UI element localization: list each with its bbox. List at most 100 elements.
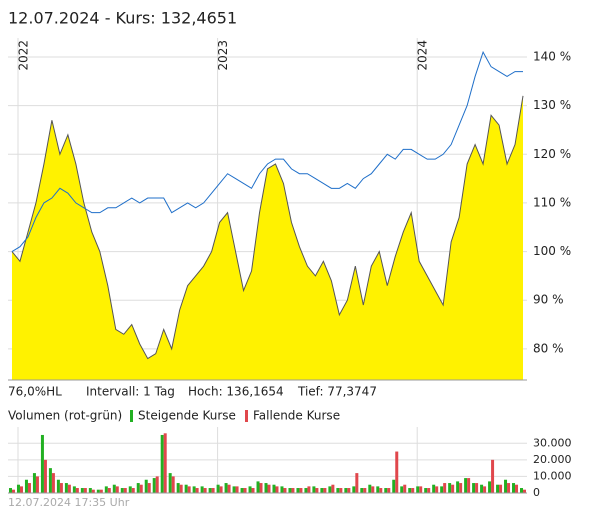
legend-swatch — [130, 410, 133, 422]
volume-bar — [475, 483, 479, 493]
volume-bar — [99, 489, 103, 493]
volume-bar — [32, 473, 36, 493]
volume-bar — [227, 484, 231, 493]
volume-bar — [344, 488, 348, 493]
volume-bar — [451, 484, 455, 493]
volume-bar — [51, 473, 55, 493]
volume-bar — [456, 481, 460, 493]
x-tick-label: 2024 — [416, 40, 430, 71]
volume-bar — [379, 488, 383, 493]
volume-bar — [368, 484, 372, 493]
volume-bar — [147, 483, 151, 493]
volume-bar — [483, 486, 487, 493]
volume-bar — [40, 434, 44, 493]
volume-bar — [179, 484, 183, 493]
volume-bar — [371, 486, 375, 493]
volume-bar — [8, 488, 12, 493]
volume-bar — [283, 488, 287, 493]
volume-bar — [27, 483, 31, 493]
volume-bar — [91, 489, 95, 493]
volume-bar — [499, 484, 503, 493]
volume-bar — [75, 488, 79, 493]
volume-bar — [115, 486, 119, 493]
volume-bar — [259, 483, 263, 493]
volume-bar — [152, 478, 156, 493]
y-tick-label: 0 — [533, 486, 540, 499]
volume-bar — [347, 488, 351, 493]
volume-bar — [187, 486, 191, 493]
volume-bar — [131, 488, 135, 493]
line — [11, 50, 524, 252]
y-tick-label: 90 % — [533, 293, 564, 307]
volume-bar — [467, 478, 471, 493]
volume-bar — [464, 478, 468, 493]
volume-bar — [512, 483, 516, 493]
volume-bar — [491, 459, 495, 493]
area-line — [11, 95, 524, 360]
volume-bar — [96, 489, 100, 493]
volume-bar — [312, 486, 316, 493]
volume-bar — [240, 488, 244, 493]
volume-bar — [275, 486, 279, 493]
volume-bar — [203, 488, 207, 493]
volume-bar — [104, 486, 108, 493]
x-tick-label: 2022 — [16, 40, 30, 71]
volume-bar — [496, 484, 500, 493]
volume-bar — [299, 488, 303, 493]
y-tick-label: 80 % — [533, 341, 564, 355]
volume-bar — [304, 488, 308, 493]
volume-bar — [416, 486, 420, 493]
y-tick-label: 30.000 — [533, 436, 572, 449]
volume-bar — [192, 486, 196, 493]
volume-bar — [291, 488, 295, 493]
x-tick-label: 2023 — [216, 40, 230, 71]
volume-bar — [80, 488, 84, 493]
volume-bar — [427, 488, 431, 493]
volume-bar — [211, 488, 215, 493]
y-tick-label: 100 % — [533, 244, 571, 258]
volume-bar — [504, 479, 508, 493]
volume-bar — [448, 483, 452, 493]
volume-bar — [24, 479, 28, 493]
volume-bar — [256, 481, 260, 493]
volume-bar — [472, 483, 476, 493]
volume-bar — [288, 488, 292, 493]
volume-bar — [155, 476, 159, 493]
volume-bar — [523, 489, 527, 493]
volume-bar — [107, 488, 111, 493]
volume-bar — [320, 488, 324, 493]
volume-bar — [331, 484, 335, 493]
volume-bar — [355, 473, 359, 493]
volume-bar — [171, 476, 175, 493]
volume-bar — [43, 459, 47, 493]
volume-bar — [243, 488, 247, 493]
volume-bar — [339, 488, 343, 493]
volume-bar — [280, 486, 284, 493]
volume-bar — [200, 486, 204, 493]
volume-bar — [35, 476, 39, 493]
volume-bar — [195, 488, 199, 493]
volume-bar — [408, 488, 412, 493]
volume-bar — [392, 479, 396, 493]
volume-bar — [296, 488, 300, 493]
volume-bar — [480, 484, 484, 493]
volume-bar — [403, 484, 407, 493]
y-tick-label: 140 % — [533, 49, 571, 63]
volume-bar — [224, 483, 228, 493]
volume-bar — [160, 434, 164, 493]
y-tick-label: 10.000 — [533, 469, 572, 482]
volume-bar — [123, 488, 127, 493]
volume-bar — [307, 486, 311, 493]
y-tick-label: 20.000 — [533, 453, 572, 466]
volume-bar — [459, 483, 463, 493]
volume-bar — [219, 486, 223, 493]
volume-bar — [64, 483, 68, 493]
volume-bar — [267, 484, 271, 493]
chart-title: 12.07.2024 - Kurs: 132,4651 — [8, 9, 237, 28]
volume-bar — [59, 483, 63, 493]
volume-bar — [128, 486, 132, 493]
volume-bar — [72, 486, 76, 493]
volume-bar — [67, 484, 71, 493]
volume-bar — [387, 488, 391, 493]
